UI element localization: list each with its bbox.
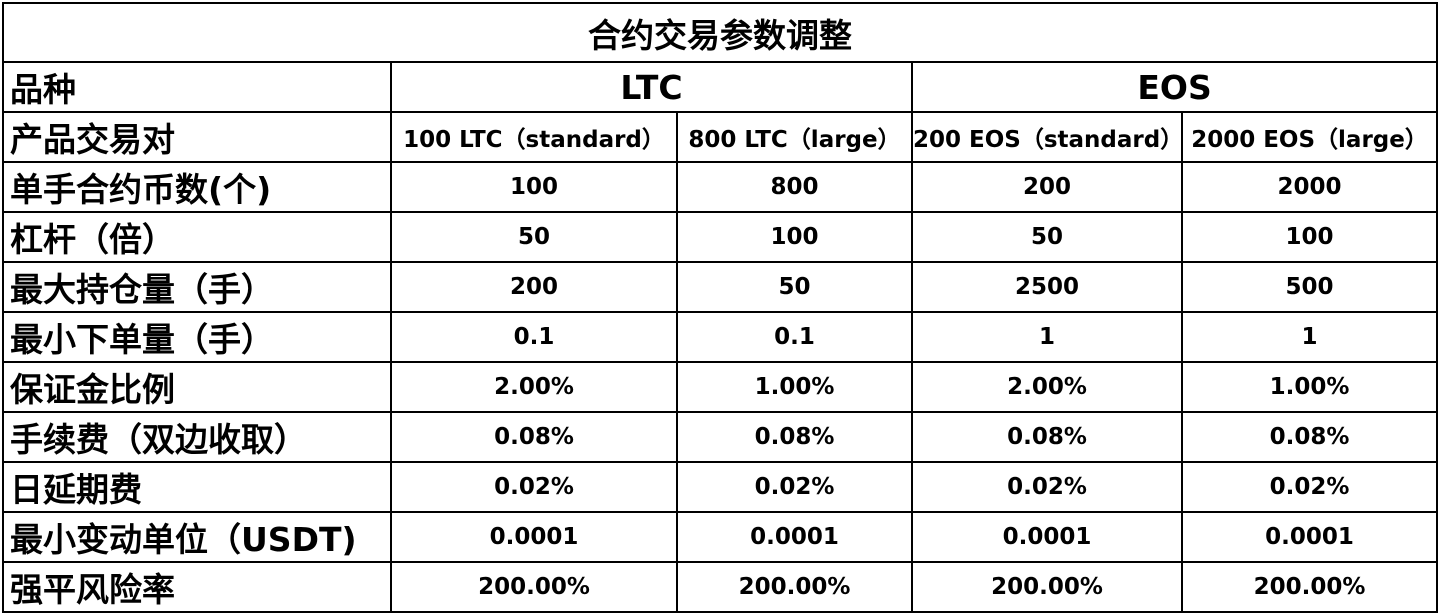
- table-cell: 0.0001: [1180, 511, 1439, 563]
- row-label-trading-pair: 产品交易对: [2, 111, 392, 163]
- table-cell: 200: [390, 261, 678, 313]
- table-cell: 1.00%: [1180, 361, 1439, 413]
- table-cell: 50: [911, 211, 1183, 263]
- table-row: 最小变动单位（USDT) 0.0001 0.0001 0.0001 0.0001: [2, 511, 1439, 563]
- table-cell: 1: [911, 311, 1183, 363]
- pair-cell: 2000 EOS（large）: [1180, 111, 1439, 163]
- table-cell: 200: [911, 161, 1183, 213]
- table-cell: 0.02%: [1180, 461, 1439, 513]
- table-cell: 0.08%: [911, 411, 1183, 463]
- table-cell: 100: [390, 161, 678, 213]
- table-cell: 0.0001: [911, 511, 1183, 563]
- pair-cell: 200 EOS（standard）: [911, 111, 1183, 163]
- row-label: 单手合约币数(个): [2, 161, 392, 213]
- table-row: 强平风险率 200.00% 200.00% 200.00% 200.00%: [2, 561, 1439, 613]
- table-cell: 0.0001: [676, 511, 913, 563]
- table-cell: 0.1: [390, 311, 678, 363]
- table-cell: 200.00%: [911, 561, 1183, 613]
- group-header-ltc: LTC: [390, 61, 913, 113]
- table-row: 手续费（双边收取） 0.08% 0.08% 0.08% 0.08%: [2, 411, 1439, 463]
- table-cell: 200.00%: [676, 561, 913, 613]
- table-row: 保证金比例 2.00% 1.00% 2.00% 1.00%: [2, 361, 1439, 413]
- table-cell: 2.00%: [390, 361, 678, 413]
- table-row: 最大持仓量（手） 200 50 2500 500: [2, 261, 1439, 313]
- row-label: 手续费（双边收取）: [2, 411, 392, 463]
- table-cell: 200.00%: [390, 561, 678, 613]
- table-cell: 0.02%: [390, 461, 678, 513]
- table-cell: 2000: [1180, 161, 1439, 213]
- table-cell: 0.0001: [390, 511, 678, 563]
- table-cell: 800: [676, 161, 913, 213]
- header-label-variety: 品种: [2, 61, 392, 113]
- table-cell: 0.02%: [676, 461, 913, 513]
- table-cell: 1: [1180, 311, 1439, 363]
- table-cell: 200.00%: [1180, 561, 1439, 613]
- table-cell: 50: [390, 211, 678, 263]
- table-cell: 50: [676, 261, 913, 313]
- table-cell: 100: [676, 211, 913, 263]
- table-row: 单手合约币数(个) 100 800 200 2000: [2, 161, 1439, 213]
- pair-cell: 100 LTC（standard）: [390, 111, 678, 163]
- table-cell: 0.02%: [911, 461, 1183, 513]
- table-cell: 0.08%: [676, 411, 913, 463]
- table-cell: 2.00%: [911, 361, 1183, 413]
- table-cell: 0.08%: [390, 411, 678, 463]
- row-label: 最小下单量（手）: [2, 311, 392, 363]
- table-title: 合约交易参数调整: [1, 2, 1439, 63]
- table-cell: 2500: [911, 261, 1183, 313]
- row-label: 杠杆（倍）: [2, 211, 392, 263]
- table-cell: 100: [1180, 211, 1439, 263]
- table-cell: 0.1: [676, 311, 913, 363]
- table-row: 日延期费 0.02% 0.02% 0.02% 0.02%: [2, 461, 1439, 513]
- row-label: 日延期费: [2, 461, 392, 513]
- row-label: 保证金比例: [2, 361, 392, 413]
- row-label: 最大持仓量（手）: [2, 261, 392, 313]
- table-cell: 500: [1180, 261, 1439, 313]
- table-row: 杠杆（倍） 50 100 50 100: [2, 211, 1439, 263]
- table-cell: 0.08%: [1180, 411, 1439, 463]
- table-cell: 1.00%: [676, 361, 913, 413]
- table-row: 最小下单量（手） 0.1 0.1 1 1: [2, 311, 1439, 363]
- row-label: 强平风险率: [2, 561, 392, 613]
- row-label: 最小变动单位（USDT): [2, 511, 392, 563]
- pair-cell: 800 LTC（large）: [676, 111, 913, 163]
- group-header-eos: EOS: [910, 61, 1439, 113]
